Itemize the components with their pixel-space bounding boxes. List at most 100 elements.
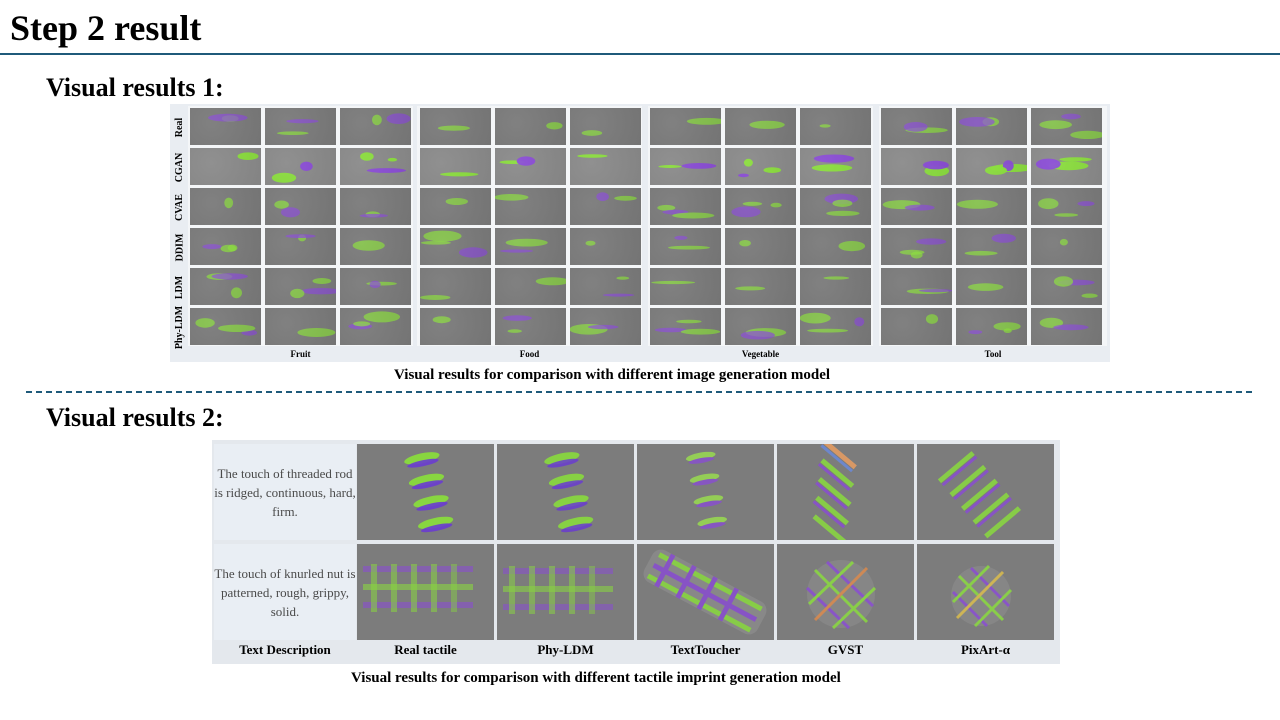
- thumbnail-fruit-real-1: [190, 108, 261, 145]
- thumbnail-food-cgan-3: [570, 148, 641, 185]
- thumbnail-tool-phy-ldm-2: [956, 308, 1027, 345]
- thumbnail-fruit-ddim-1: [190, 228, 261, 265]
- thumbnail-fruit-cgan-1: [190, 148, 261, 185]
- page-title: Step 2 result: [10, 8, 202, 48]
- group-panel-tool: [879, 106, 1107, 346]
- column-label-gvst: GVST: [827, 642, 864, 657]
- thumbnail-fruit-ldm-2: [265, 268, 336, 305]
- thumbnail-fruit-ldm-3: [340, 268, 411, 305]
- thumbnail-food-real-1: [420, 108, 491, 145]
- thumbnail-vegetable-cgan-1: [650, 148, 721, 185]
- thumbnail-food-phy-ldm-1: [420, 308, 491, 345]
- column-label-text-description: Text Description: [239, 642, 331, 657]
- thumbnail-vegetable-real-1: [650, 108, 721, 145]
- thumbnail-food-real-2: [495, 108, 566, 145]
- figure1-caption: Visual results for comparison with diffe…: [394, 367, 831, 383]
- thumbnail-tool-ddim-3: [1031, 228, 1102, 265]
- text-description-threaded-rod: The touch of threaded rod is ridged, con…: [214, 444, 356, 540]
- section2-heading: Visual results 2:: [46, 403, 224, 432]
- thumbnail-fruit-phy-ldm-3: [340, 308, 411, 345]
- row-label-phy-ldm: Phy-LDM: [174, 305, 186, 349]
- thumbnail-fruit-phy-ldm-1: [190, 308, 261, 345]
- tactile-image-threaded-pixart: [917, 444, 1054, 540]
- text-description-knurled-nut: The touch of knurled nut is patterned, r…: [214, 544, 356, 640]
- thumbnail-vegetable-ldm-2: [725, 268, 796, 305]
- group-label-tool: Tool: [984, 349, 1002, 359]
- group-label-food: Food: [519, 349, 540, 359]
- thumbnail-tool-ldm-3: [1031, 268, 1102, 305]
- thumbnail-tool-phy-ldm-1: [881, 308, 952, 345]
- thumbnail-tool-cgan-3: [1031, 148, 1102, 185]
- thumbnail-vegetable-cvae-3: [800, 188, 871, 225]
- tactile-image-threaded-phy-ldm: [497, 444, 634, 540]
- thumbnail-vegetable-phy-ldm-2: [725, 308, 796, 345]
- thumbnail-vegetable-ldm-3: [800, 268, 871, 305]
- tactile-image-knurled-texttoucher: [637, 544, 774, 640]
- thumbnail-tool-ddim-2: [956, 228, 1027, 265]
- column-label-texttoucher: TextToucher: [670, 642, 741, 657]
- thumbnail-tool-cvae-1: [881, 188, 952, 225]
- row-label-real: Real: [174, 117, 186, 137]
- thumbnail-fruit-real-3: [340, 108, 411, 145]
- thumbnail-tool-cvae-3: [1031, 188, 1102, 225]
- thumbnail-vegetable-cgan-3: [800, 148, 871, 185]
- thumbnail-food-cgan-1: [420, 148, 491, 185]
- thumbnail-tool-real-3: [1031, 108, 1102, 145]
- thumbnail-vegetable-phy-ldm-1: [650, 308, 721, 345]
- thumbnail-tool-cgan-2: [956, 148, 1027, 185]
- tactile-image-threaded-texttoucher: [637, 444, 774, 540]
- group-panel-vegetable: [648, 106, 873, 346]
- thumbnail-food-ldm-2: [495, 268, 566, 305]
- thumbnail-vegetable-cgan-2: [725, 148, 796, 185]
- thumbnail-food-ddim-3: [570, 228, 641, 265]
- thumbnail-food-ldm-1: [420, 268, 491, 305]
- thumbnail-tool-cvae-2: [956, 188, 1027, 225]
- thumbnail-fruit-ddim-3: [340, 228, 411, 265]
- thumbnail-fruit-cvae-2: [265, 188, 336, 225]
- thumbnail-fruit-cvae-3: [340, 188, 411, 225]
- group-label-vegetable: Vegetable: [741, 349, 780, 359]
- title-underline: [0, 53, 1280, 55]
- thumbnail-tool-cgan-1: [881, 148, 952, 185]
- thumbnail-vegetable-phy-ldm-3: [800, 308, 871, 345]
- tactile-image-knurled-gvst: [777, 544, 914, 640]
- figure2-caption: Visual results for comparison with diffe…: [351, 670, 841, 686]
- row-label-cvae: CVAE: [174, 193, 186, 221]
- thumbnail-food-real-3: [570, 108, 641, 145]
- row-label-cgan: CGAN: [174, 152, 186, 182]
- thumbnail-vegetable-real-3: [800, 108, 871, 145]
- thumbnail-food-ldm-3: [570, 268, 641, 305]
- thumbnail-tool-real-2: [956, 108, 1027, 145]
- thumbnail-tool-ldm-1: [881, 268, 952, 305]
- column-label-pixart: PixArt-α: [960, 642, 1011, 657]
- tactile-image-knurled-real: [357, 544, 494, 640]
- thumbnail-tool-ldm-2: [956, 268, 1027, 305]
- thumbnail-fruit-real-2: [265, 108, 336, 145]
- row-label-ddim: DDIM: [174, 233, 186, 261]
- thumbnail-food-cvae-3: [570, 188, 641, 225]
- column-label-real-tactile: Real tactile: [394, 642, 457, 657]
- thumbnail-vegetable-ddim-3: [800, 228, 871, 265]
- thumbnail-vegetable-cvae-2: [725, 188, 796, 225]
- thumbnail-tool-real-1: [881, 108, 952, 145]
- thumbnail-food-ddim-1: [420, 228, 491, 265]
- tactile-image-threaded-gvst: [777, 444, 914, 540]
- group-label-fruit: Fruit: [290, 349, 311, 359]
- section1-heading: Visual results 1:: [46, 73, 224, 102]
- tactile-image-knurled-phy-ldm: [497, 544, 634, 640]
- thumbnail-fruit-cvae-1: [190, 188, 261, 225]
- group-panel-fruit: [188, 106, 413, 346]
- thumbnail-fruit-cgan-2: [265, 148, 336, 185]
- tactile-image-knurled-pixart: [917, 544, 1054, 640]
- group-panel-food: [417, 106, 642, 346]
- thumbnail-vegetable-ldm-1: [650, 268, 721, 305]
- thumbnail-fruit-ddim-2: [265, 228, 336, 265]
- thumbnail-tool-phy-ldm-3: [1031, 308, 1102, 345]
- thumbnail-vegetable-ddim-2: [725, 228, 796, 265]
- tactile-image-threaded-real: [357, 444, 494, 540]
- thumbnail-food-cvae-1: [420, 188, 491, 225]
- thumbnail-tool-ddim-1: [881, 228, 952, 265]
- thumbnail-food-ddim-2: [495, 228, 566, 265]
- thumbnail-food-cgan-2: [495, 148, 566, 185]
- row-label-ldm: LDM: [174, 275, 186, 299]
